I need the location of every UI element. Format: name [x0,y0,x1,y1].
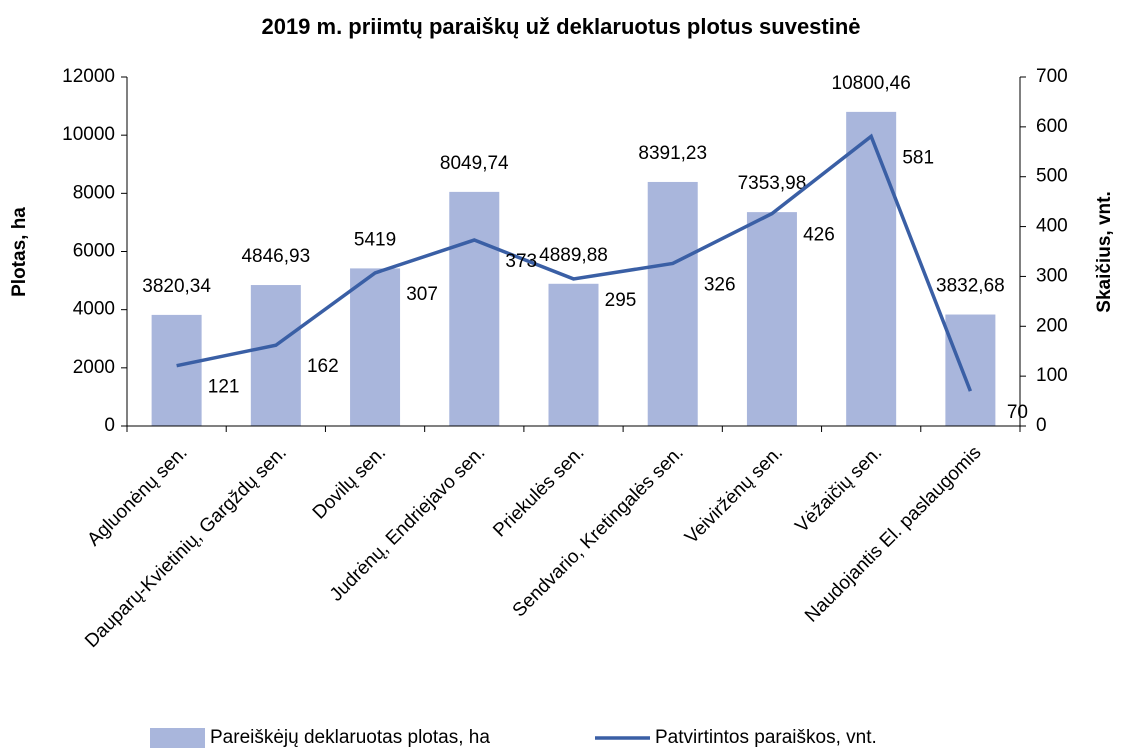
bar [746,212,797,426]
x-tick-label: Agluonėnų sen. [83,442,191,550]
x-tick-label: Naudojantis El. paslaugomis [801,442,985,626]
line-value-label: 121 [208,377,240,398]
bar-value-label: 10800,46 [832,73,911,94]
y-tick-label: 0 [104,415,115,436]
x-tick-label: Dauparų-Kvietinių, Gargždų sen. [81,442,291,652]
x-tick-label: Vėžaičių sen. [791,442,886,537]
chart-title: 2019 m. priimtų paraiškų už deklaruotus … [261,14,860,39]
bar-value-label: 5419 [354,229,396,250]
line-value-label: 326 [704,274,736,295]
bar [151,314,202,426]
x-tick-label: Sendvario, Kretingalės sen. [509,442,688,621]
y-tick-label: 12000 [62,66,115,87]
bar-value-label: 8049,74 [440,153,509,174]
legend-swatch [150,728,205,748]
x-tick-label: Dovilų sen. [309,442,390,523]
bar [548,283,599,426]
y-tick-label: 4000 [73,299,115,320]
y2-axis-label: Skaičius, vnt. [1094,191,1115,312]
x-tick-label: Veiviržėnų sen. [681,442,787,548]
y2-tick-label: 0 [1036,415,1047,436]
y-tick-label: 10000 [62,124,115,145]
y2-tick-label: 500 [1036,166,1068,187]
y-tick-label: 8000 [73,182,115,203]
bar-value-label: 3832,68 [936,276,1005,297]
y2-tick-label: 700 [1036,66,1068,87]
y2-tick-label: 200 [1036,315,1068,336]
bar [846,111,897,426]
bar-value-label: 8391,23 [638,143,707,164]
bar [945,314,996,426]
line-value-label: 295 [605,290,637,311]
legend-label: Pareiškėjų deklaruotas plotas, ha [210,727,490,748]
y2-tick-label: 300 [1036,265,1068,286]
line-value-label: 426 [803,225,835,246]
x-tick-label: Priekulės sen. [489,442,588,541]
y-tick-label: 2000 [73,357,115,378]
y-axis-label: Plotas, ha [9,207,30,297]
bar-value-label: 4846,93 [241,246,310,267]
bar-value-label: 3820,34 [142,276,211,297]
line-value-label: 581 [902,147,934,168]
bar-value-label: 7353,98 [738,173,807,194]
line-value-label: 307 [406,284,438,305]
line-value-label: 373 [505,251,537,272]
bar [647,181,698,426]
y2-tick-label: 600 [1036,116,1068,137]
y-tick-label: 6000 [73,241,115,262]
bar-value-label: 4889,88 [539,245,608,266]
legend-label: Patvirtintos paraiškos, vnt. [655,727,877,748]
bar [250,285,301,426]
bar [350,268,401,426]
bar [449,191,500,426]
line [176,133,973,392]
y2-tick-label: 400 [1036,216,1068,237]
line-value-label: 70 [1007,402,1028,423]
line-value-label: 162 [307,356,339,377]
y2-tick-label: 100 [1036,365,1068,386]
